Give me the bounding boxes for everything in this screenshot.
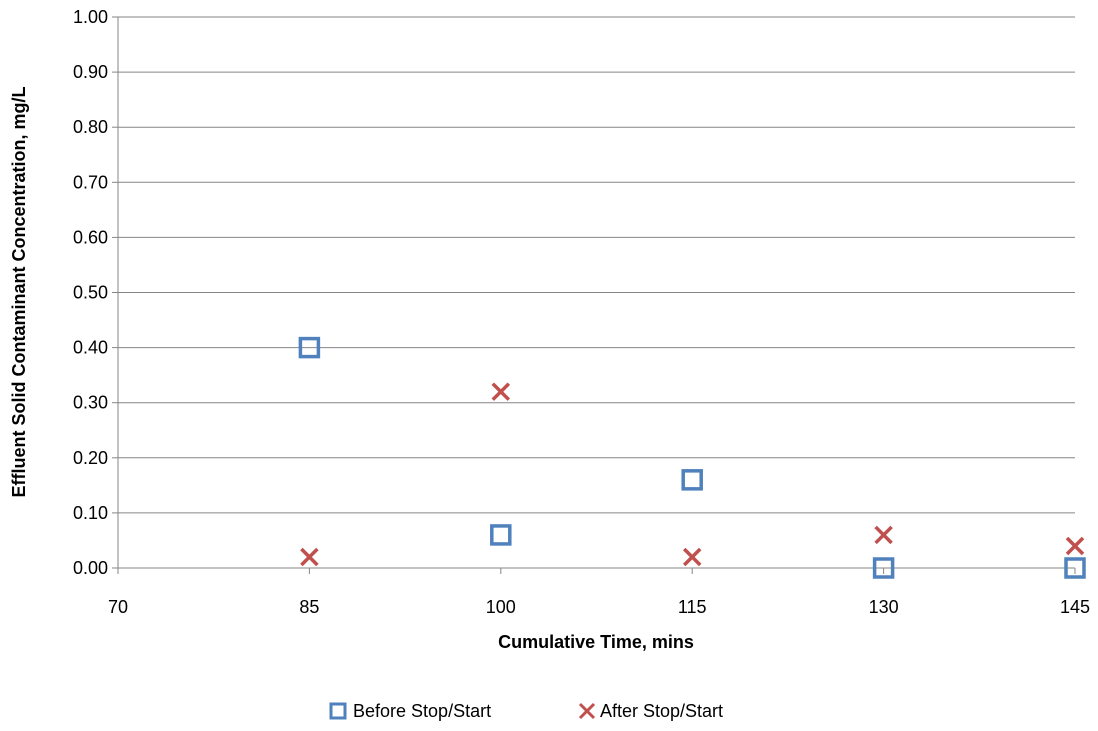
square-marker-point bbox=[1064, 557, 1086, 579]
y-tick-label: 0.90 bbox=[73, 62, 108, 82]
y-tick-label: 0.80 bbox=[73, 117, 108, 137]
x-marker-point bbox=[300, 547, 319, 567]
axes bbox=[112, 16, 1076, 574]
series-before bbox=[298, 336, 1086, 579]
y-tick-label: 1.00 bbox=[73, 7, 108, 27]
square-marker-point bbox=[681, 469, 703, 491]
x-tick-label: 145 bbox=[1060, 597, 1090, 617]
y-tick-label: 0.20 bbox=[73, 448, 108, 468]
x-tick-label: 85 bbox=[299, 597, 319, 617]
legend-item-before: Before Stop/Start bbox=[329, 701, 491, 721]
legend-x-marker bbox=[578, 702, 596, 720]
square-marker-point bbox=[298, 336, 321, 359]
y-tick-labels: 0.00 0.10 0.20 0.30 0.40 0.50 0.60 0.70 0.80 0.90… bbox=[73, 7, 108, 578]
series-after bbox=[300, 382, 1085, 567]
x-marker-point bbox=[874, 525, 893, 545]
y-tick-label: 0.00 bbox=[73, 558, 108, 578]
x-tick-label: 100 bbox=[486, 597, 516, 617]
y-tick-label: 0.50 bbox=[73, 283, 108, 303]
legend-label: Before Stop/Start bbox=[353, 701, 491, 721]
square-marker-point bbox=[490, 524, 512, 546]
legend: Before Stop/Start After Stop/Start bbox=[329, 701, 723, 721]
legend-square-marker bbox=[329, 702, 347, 720]
y-tick-label: 0.70 bbox=[73, 172, 108, 192]
gridlines bbox=[118, 16, 1075, 514]
x-tick-label: 70 bbox=[108, 597, 128, 617]
x-axis-title: Cumulative Time, mins bbox=[498, 632, 694, 652]
y-tick-label: 0.60 bbox=[73, 227, 108, 247]
y-tick-label: 0.10 bbox=[73, 503, 108, 523]
x-marker-point bbox=[491, 382, 511, 401]
x-marker-point bbox=[682, 547, 702, 567]
x-tick-label: 130 bbox=[869, 597, 899, 617]
x-tick-labels: 70 85 100 115 130 145 bbox=[108, 597, 1090, 617]
x-tick-label: 115 bbox=[678, 597, 707, 617]
y-axis-title: Effluent Solid Contaminant Concentration… bbox=[9, 87, 29, 498]
legend-item-after: After Stop/Start bbox=[578, 701, 723, 721]
y-tick-label: 0.30 bbox=[73, 393, 108, 413]
square-marker-point bbox=[872, 557, 895, 579]
series-layer bbox=[298, 336, 1086, 579]
x-marker-point bbox=[1065, 536, 1085, 556]
y-tick-label: 0.40 bbox=[73, 338, 108, 358]
legend-label: After Stop/Start bbox=[600, 701, 723, 721]
